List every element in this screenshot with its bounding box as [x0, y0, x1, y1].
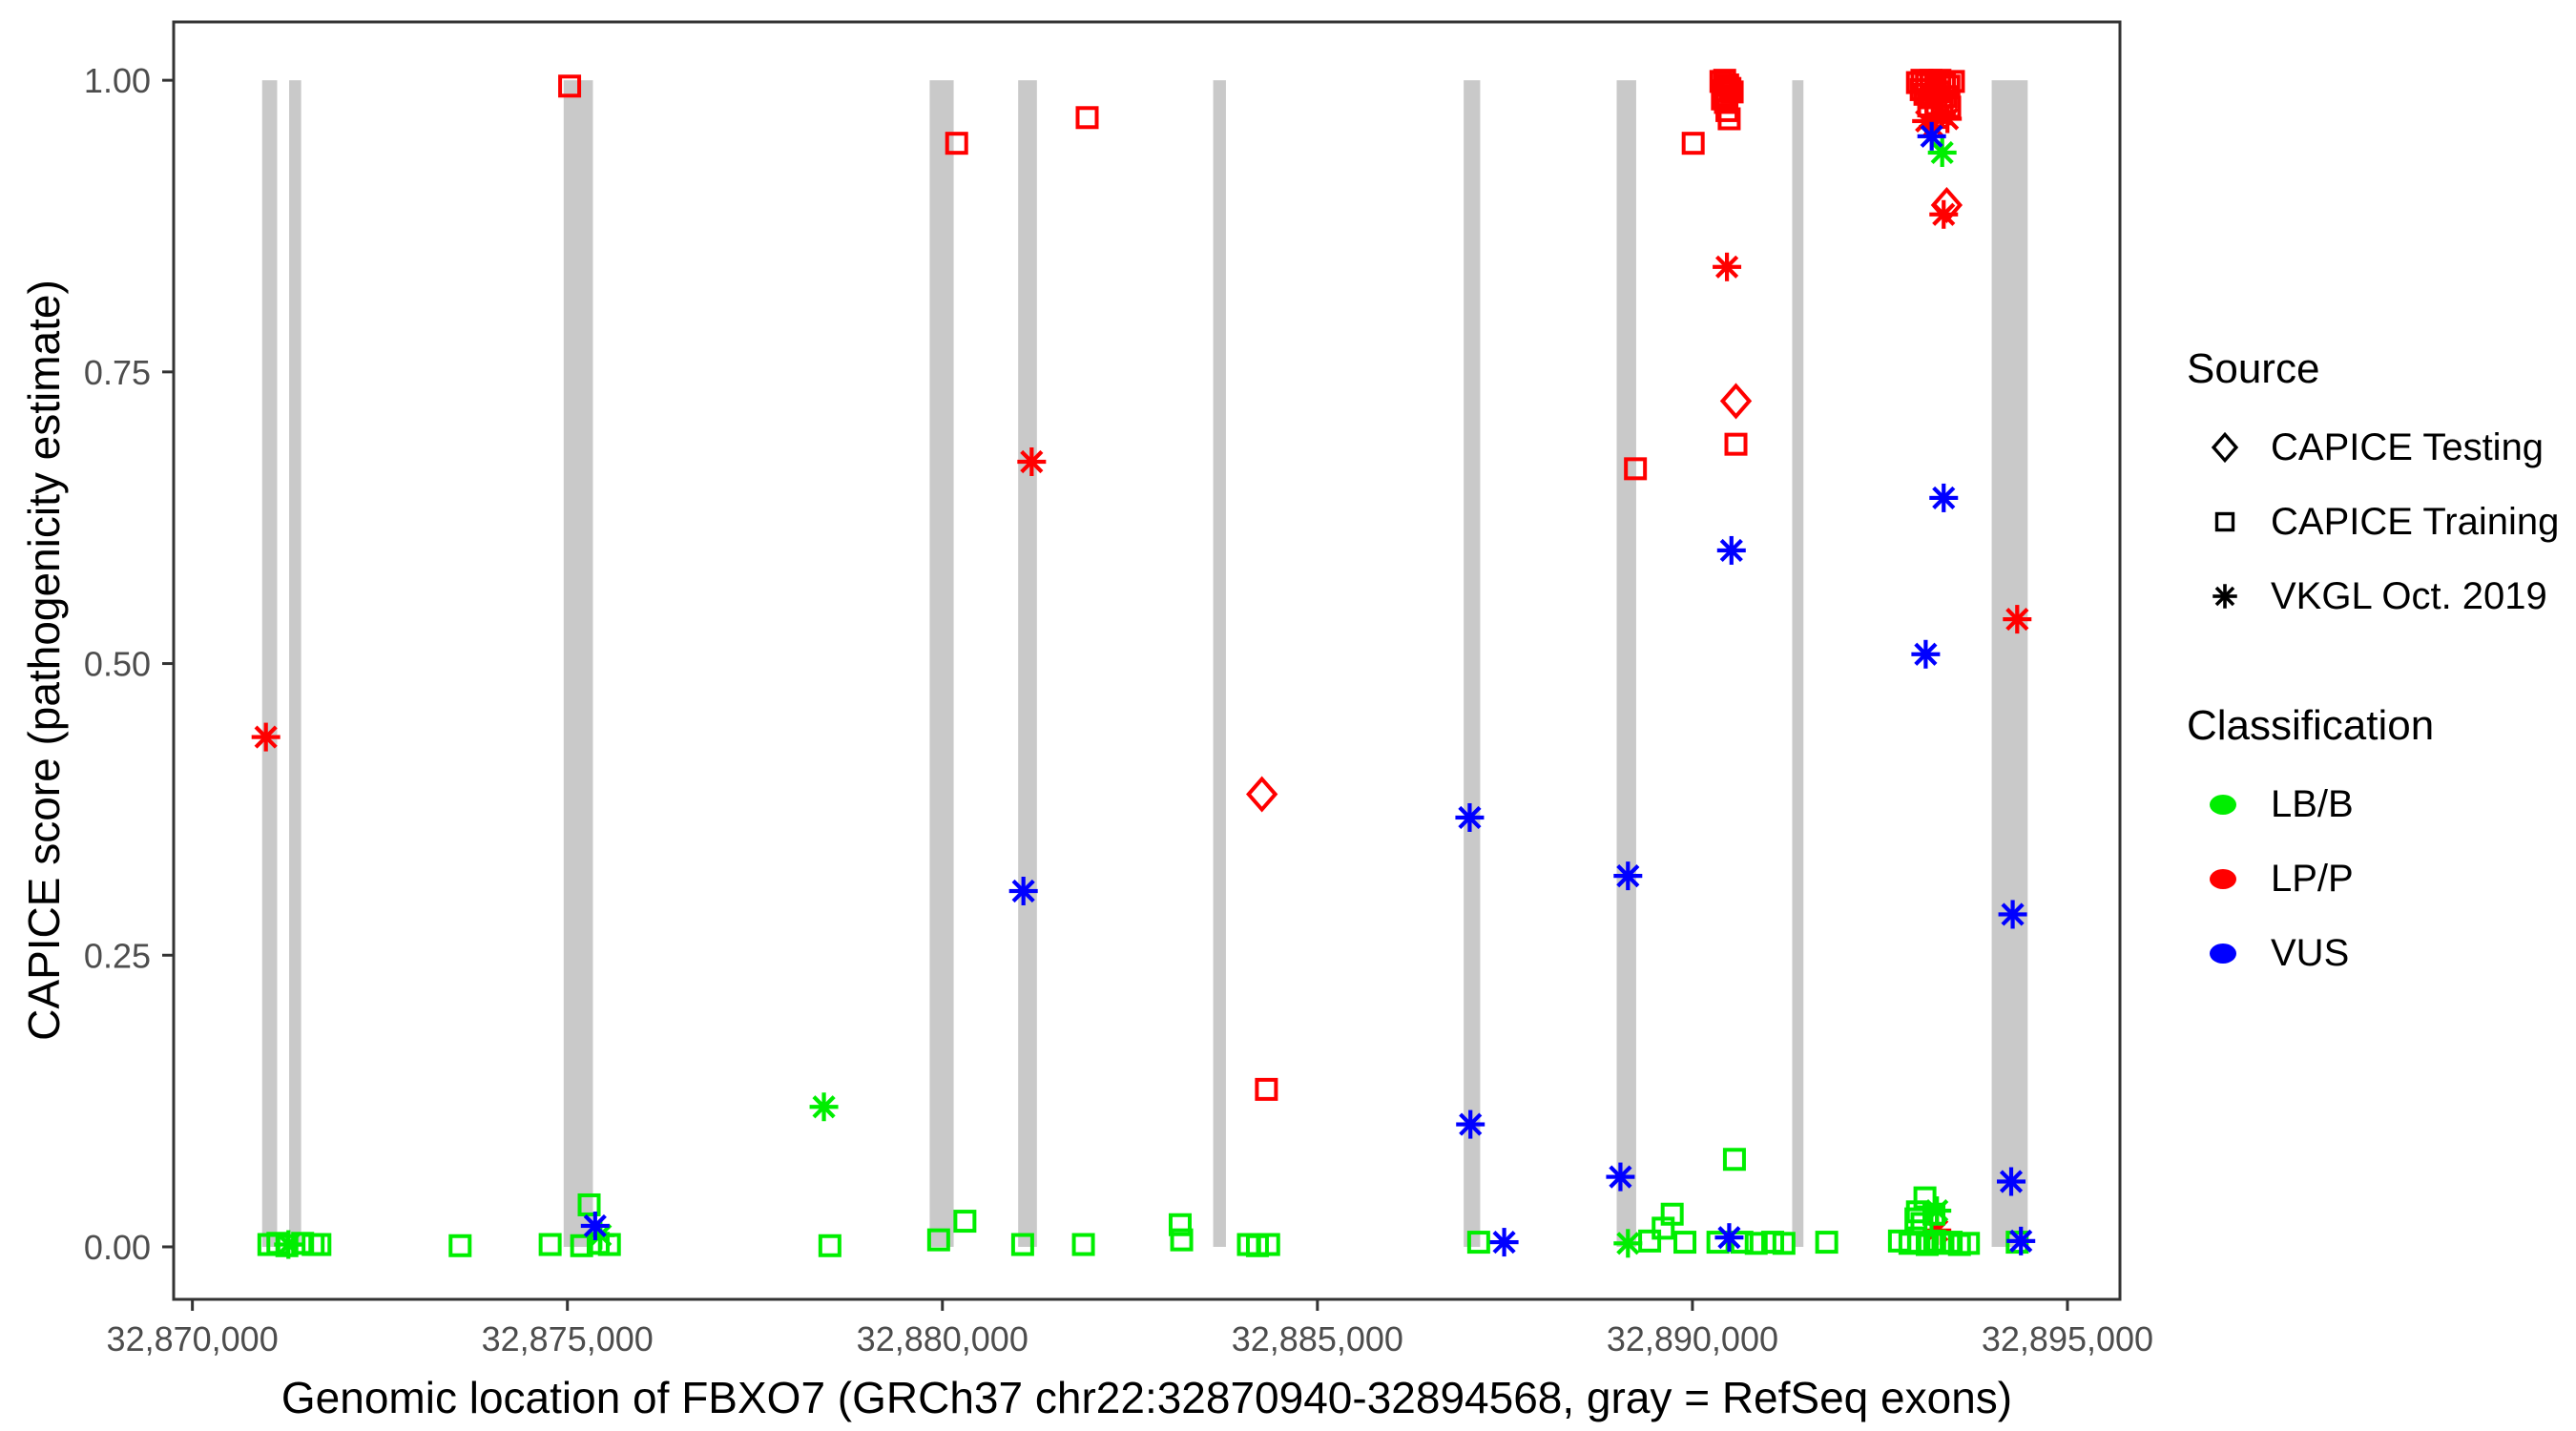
plot-panel [174, 22, 2120, 1299]
legend-item-lpp: LP/P [2187, 841, 2568, 916]
green-dot-icon [2210, 794, 2236, 815]
y-axis-title: CAPICE score (pathogenicity estimate) [19, 280, 69, 1041]
refseq-exon-bar [929, 80, 954, 1247]
panel-border [172, 20, 2122, 1301]
series-square-LBB [257, 1148, 2029, 1257]
red-dot-icon [2210, 868, 2236, 889]
asterisk-icon [2200, 571, 2250, 621]
x-tick-label: 32,890,000 [1607, 1319, 1778, 1358]
x-axis-title: Genomic location of FBXO7 (GRCh37 chr22:… [280, 1373, 2013, 1422]
legend-item-lbb: LB/B [2187, 767, 2568, 841]
blue-dot-icon [2210, 943, 2236, 964]
refseq-exon-bar [1991, 80, 2028, 1247]
legend-item-label: VKGL Oct. 2019 [2271, 574, 2547, 617]
y-tick-label: 0.25 [84, 936, 151, 975]
legend-item-label: LP/P [2271, 857, 2354, 900]
legend-item-capice-training: CAPICE Training [2187, 485, 2568, 559]
diamond-icon [2200, 423, 2250, 472]
legend-item-label: CAPICE Training [2271, 500, 2560, 543]
square-icon [2200, 497, 2250, 547]
x-tick-label: 32,875,000 [482, 1319, 654, 1358]
legend-item-vkgl: VKGL Oct. 2019 [2187, 559, 2568, 633]
legend-item-label: CAPICE Testing [2271, 425, 2545, 468]
legend-classification-title: Classification [2187, 702, 2435, 749]
legend-item-capice-testing: CAPICE Testing [2187, 410, 2568, 485]
series-square-LPP [558, 69, 1965, 1101]
legend-item-label: VUS [2271, 931, 2350, 974]
series-asterisk-LBB [274, 137, 1957, 1259]
x-tick-label: 32,880,000 [857, 1319, 1028, 1358]
refseq-exon-bar [289, 80, 301, 1247]
series-diamond-LPP [1246, 186, 1963, 813]
x-tick-label: 32,885,000 [1232, 1319, 1403, 1358]
legend: Source CAPICE Testing CAPICE Training VK… [2187, 345, 2568, 990]
refseq-exon-bar [563, 80, 593, 1247]
y-tick-label: 1.00 [84, 61, 151, 100]
refseq-exon-bar [1213, 80, 1226, 1247]
x-tick-label: 32,870,000 [107, 1319, 279, 1358]
y-tick-label: 0.75 [84, 353, 151, 392]
refseq-exon-bar [1792, 80, 1804, 1247]
legend-item-label: LB/B [2271, 782, 2354, 825]
legend-source-title: Source [2187, 345, 2320, 392]
axis-ticks: 32,870,000 32,875,000 32,880,000 32,885,000… [84, 61, 2153, 1358]
series-asterisk-VUS [580, 121, 2036, 1257]
refseq-exon-bar [1616, 80, 1636, 1247]
y-tick-label: 0.50 [84, 645, 151, 684]
refseq-exon-bar [1464, 80, 1481, 1247]
refseq-exon-bar [261, 80, 278, 1247]
x-tick-label: 32,895,000 [1982, 1319, 2153, 1358]
y-tick-label: 0.00 [84, 1228, 151, 1267]
legend-item-vus: VUS [2187, 916, 2568, 990]
refseq-exon-bar [1018, 80, 1037, 1247]
